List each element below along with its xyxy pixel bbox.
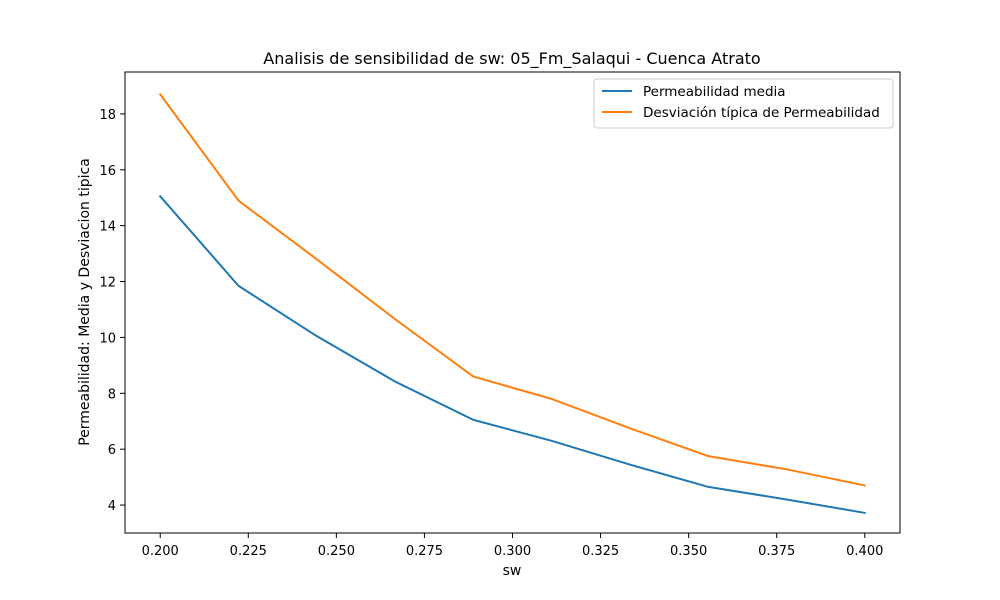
y-tick-label-7: 18 [99,108,116,123]
x-tick-label-0: 0.200 [142,544,179,559]
y-tick-label-1: 6 [108,443,116,458]
y-tick-label-6: 16 [99,164,116,179]
y-axis: 4 6 8 10 12 14 16 18 [99,108,125,514]
series-line-1 [158,92,866,487]
y-tick-label-4: 12 [99,276,116,291]
y-tick-label-0: 4 [108,499,116,514]
x-axis: 0.200 0.225 0.250 0.275 0.300 0.325 0.350 0.375… [142,533,883,559]
legend-box [593,78,894,129]
x-tick-label-5: 0.325 [582,544,619,559]
legend-label-permeabilidad-media: Permeabilidad media [643,84,786,100]
y-tick-label-3: 10 [99,331,116,346]
series-layer [158,92,866,515]
legend-label-desviacion-tipica: Desviación típica de Permeabilidad [643,105,880,121]
chart-title: Analisis de sensibilidad de sw: 05_Fm_Sa… [263,49,760,69]
x-tick-label-3: 0.275 [406,544,443,559]
y-tick-label-2: 8 [108,387,116,402]
y-axis-label: Permeabilidad: Media y Desviacion tipica [77,158,93,446]
x-tick-label-6: 0.350 [670,544,707,559]
x-tick-label-1: 0.225 [230,544,267,559]
x-tick-label-2: 0.250 [318,544,355,559]
x-tick-label-8: 0.400 [846,544,883,559]
series-line-0 [158,194,866,515]
x-axis-label: sw [503,563,522,579]
x-tick-label-7: 0.375 [758,544,795,559]
y-tick-label-5: 14 [99,220,116,235]
legend: Permeabilidad media Desviación típica de… [593,78,894,129]
x-tick-label-4: 0.300 [494,544,531,559]
